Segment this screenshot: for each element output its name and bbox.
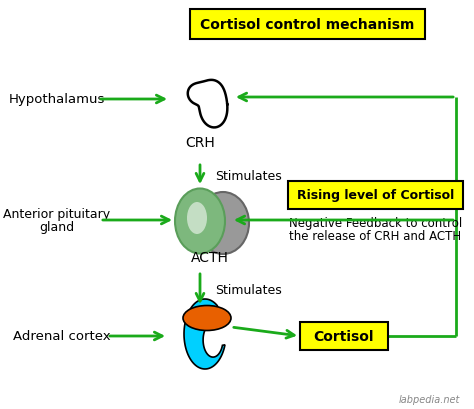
FancyBboxPatch shape [300,322,388,350]
Text: Cortisol: Cortisol [314,329,374,343]
Text: gland: gland [39,221,74,234]
Text: ACTH: ACTH [191,250,229,264]
Ellipse shape [187,202,207,234]
Text: Hypothalamus: Hypothalamus [9,93,105,106]
Ellipse shape [183,306,231,331]
Text: Rising level of Cortisol: Rising level of Cortisol [297,189,454,202]
Text: Adrenal cortex: Adrenal cortex [13,330,111,343]
FancyBboxPatch shape [288,182,463,209]
Text: Stimulates: Stimulates [215,170,282,183]
Ellipse shape [197,193,249,254]
Text: Stimulates: Stimulates [215,284,282,297]
FancyBboxPatch shape [190,10,425,40]
Ellipse shape [175,189,225,254]
Text: the release of CRH and ACTH: the release of CRH and ACTH [290,230,462,243]
Text: Negative Feedback to control: Negative Feedback to control [289,217,462,230]
Text: Anterior pituitary: Anterior pituitary [3,208,110,221]
Text: CRH: CRH [185,136,215,150]
Polygon shape [184,299,225,369]
Text: Cortisol control mechanism: Cortisol control mechanism [201,18,415,32]
Text: labpedia.net: labpedia.net [399,394,460,404]
